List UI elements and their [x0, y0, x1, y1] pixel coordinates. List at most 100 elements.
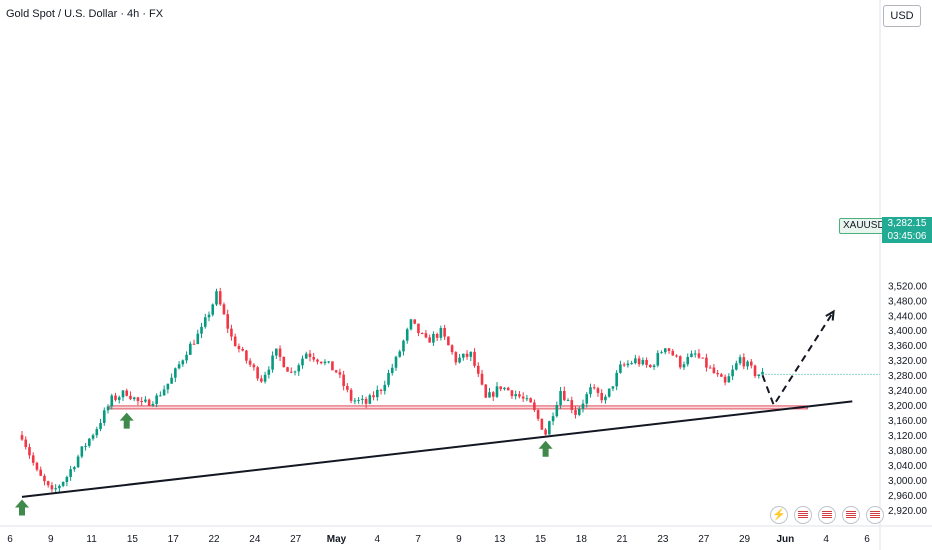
candle-body	[548, 421, 551, 435]
candle-body	[615, 372, 618, 387]
x-tick-label: 9	[456, 534, 462, 545]
candle-body	[271, 355, 274, 370]
candle-body	[50, 485, 54, 490]
candle-body	[99, 422, 102, 430]
candle-body	[473, 351, 476, 366]
candle-body	[282, 356, 286, 368]
currency-button[interactable]: USD	[883, 5, 921, 27]
x-tick-label: 4	[375, 534, 381, 545]
candle-body	[159, 395, 162, 397]
candle-body	[686, 356, 690, 365]
y-tick-label: 2,960.00	[888, 491, 927, 502]
candle-body	[663, 348, 667, 353]
candle-body	[65, 476, 69, 483]
candle-body	[637, 358, 641, 365]
candle-body	[454, 352, 458, 363]
candle-body	[203, 317, 207, 327]
candle-body	[671, 351, 675, 356]
candle-body	[390, 367, 394, 374]
candle-body	[559, 391, 562, 406]
candle-body	[338, 372, 342, 375]
candle-body	[529, 398, 532, 403]
candle-body	[533, 402, 536, 411]
candle-body	[626, 363, 630, 366]
candle-body	[387, 373, 390, 385]
x-tick-label: 22	[208, 534, 220, 545]
candle-body	[46, 481, 50, 486]
candle-body	[417, 323, 420, 334]
candle-body	[432, 333, 435, 343]
candle-body	[510, 390, 514, 397]
candle-body	[596, 388, 600, 393]
candle-body	[304, 353, 308, 359]
candle-body	[622, 364, 626, 366]
candle-body	[233, 336, 237, 347]
candle-body	[443, 328, 446, 337]
candle-body	[476, 365, 480, 374]
candle-body	[675, 355, 678, 357]
event-icons: ⚡	[770, 506, 884, 524]
candle-body	[589, 387, 592, 395]
candle-body	[447, 336, 450, 346]
candle-body	[484, 384, 488, 398]
candle-body	[521, 396, 525, 399]
candle-body	[361, 398, 364, 400]
candle-body	[383, 384, 387, 391]
candle-body	[607, 388, 611, 397]
candle-body	[73, 467, 76, 470]
lightning-icon[interactable]: ⚡	[770, 506, 788, 524]
arrow-up-marker	[538, 440, 553, 457]
y-tick-label: 3,080.00	[888, 446, 927, 457]
projection-arrowhead	[825, 309, 835, 321]
y-tick-label: 3,200.00	[888, 401, 927, 412]
candle-body	[409, 319, 413, 330]
x-tick-label: 13	[494, 534, 506, 545]
candle-body	[731, 369, 734, 377]
y-tick-label: 3,000.00	[888, 476, 927, 487]
candle-body	[331, 361, 334, 371]
us-flag-icon[interactable]	[866, 506, 884, 524]
candle-body	[267, 369, 271, 375]
candle-body	[735, 363, 738, 370]
candle-body	[379, 389, 383, 391]
candle-body	[394, 356, 398, 368]
x-tick-label: 23	[657, 534, 669, 545]
candle-body	[293, 371, 297, 373]
candle-body	[480, 373, 484, 385]
candle-body	[114, 395, 117, 400]
candle-body	[80, 446, 84, 457]
us-flag-icon[interactable]	[818, 506, 836, 524]
candle-body	[88, 438, 91, 446]
candle-body	[136, 397, 140, 402]
candle-body	[312, 357, 316, 360]
candle-body	[166, 383, 170, 390]
candle-body	[536, 410, 540, 419]
candle-body	[248, 360, 252, 365]
candle-body	[200, 326, 203, 334]
x-tick-label: 29	[739, 534, 751, 545]
us-flag-icon[interactable]	[794, 506, 812, 524]
candle-body	[69, 469, 72, 477]
x-tick-label: 27	[698, 534, 710, 545]
candle-body	[192, 343, 196, 345]
candle-body	[308, 353, 312, 358]
y-tick-label: 3,480.00	[888, 296, 927, 307]
candle-body	[435, 333, 439, 338]
candle-body	[619, 364, 622, 373]
candle-body	[319, 361, 323, 364]
candle-body	[256, 367, 259, 379]
candle-body	[574, 409, 577, 415]
candle-body	[413, 319, 416, 324]
candle-body	[275, 348, 278, 356]
candle-body	[125, 390, 129, 396]
y-tick-label: 3,040.00	[888, 461, 927, 472]
x-tick-label: Jun	[776, 534, 794, 545]
us-flag-icon[interactable]	[842, 506, 860, 524]
candle-body	[458, 357, 461, 363]
x-tick-label: 6	[864, 534, 870, 545]
candle-body	[540, 418, 544, 430]
candle-body	[349, 389, 353, 401]
candle-body	[31, 455, 35, 463]
candle-body	[245, 350, 248, 361]
